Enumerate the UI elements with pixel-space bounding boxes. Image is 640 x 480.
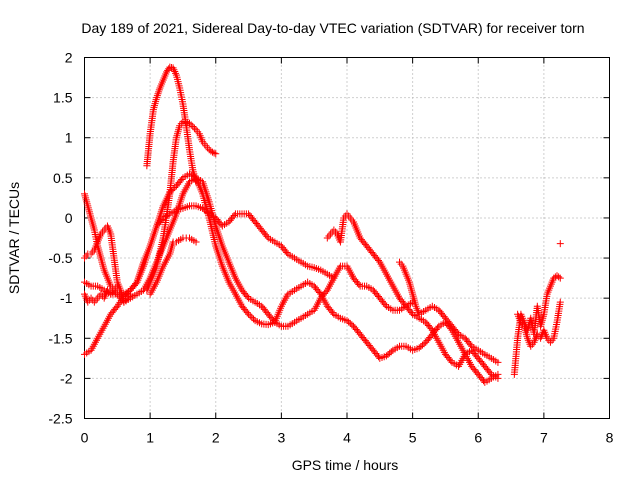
data-point — [248, 313, 256, 321]
data-point — [167, 187, 175, 195]
data-point — [171, 183, 179, 191]
data-point — [355, 281, 363, 289]
data-point — [190, 124, 198, 132]
data-point — [315, 289, 323, 297]
data-point — [466, 341, 474, 349]
data-point — [170, 66, 178, 74]
data-point — [263, 232, 271, 240]
data-point — [407, 309, 415, 317]
y-tick-label: -2.5 — [48, 411, 72, 427]
data-point — [420, 340, 428, 348]
data-point — [556, 274, 564, 282]
y-tick-labels: -2.5 -2 -1.5 -1 -0.5 0 0.5 1 1.5 2 — [48, 50, 72, 427]
data-point — [189, 122, 197, 130]
data-point — [348, 321, 356, 329]
data-point — [178, 175, 186, 183]
data-point — [387, 348, 395, 356]
y-axis-title: SDTVAR / TECUs — [6, 182, 22, 294]
x-tick-label: 2 — [212, 430, 220, 446]
x-tick-label: 0 — [81, 430, 89, 446]
data-point — [427, 325, 435, 333]
data-point — [187, 121, 195, 129]
data-point — [208, 148, 216, 156]
y-tick-label: 0 — [65, 210, 73, 226]
data-point — [113, 282, 121, 290]
x-tick-label: 6 — [474, 430, 482, 446]
data-point — [270, 317, 277, 325]
x-tick-label: 8 — [606, 430, 614, 446]
data-point — [381, 301, 389, 309]
x-tick-labels: 0 1 2 3 4 5 6 7 8 — [81, 430, 614, 446]
data-point — [112, 304, 120, 312]
data-point — [434, 324, 442, 332]
data-point — [249, 315, 257, 323]
data-point — [126, 290, 134, 298]
y-tick-label: -1 — [60, 290, 73, 306]
data-point — [169, 64, 177, 72]
x-tick-label: 3 — [277, 430, 285, 446]
data-point — [556, 298, 564, 306]
y-tick-label: -0.5 — [48, 250, 72, 266]
y-tick-label: 1 — [65, 130, 73, 146]
y-tick-label: 1.5 — [53, 90, 73, 106]
y-tick-label: 0.5 — [53, 170, 73, 186]
data-point — [212, 150, 220, 158]
axis-ticks — [84, 57, 610, 419]
data-markers — [81, 63, 564, 386]
data-point — [243, 309, 251, 317]
data-point — [494, 374, 502, 382]
data-point — [243, 293, 251, 301]
data-point — [192, 238, 200, 246]
data-point — [186, 119, 193, 127]
data-point — [555, 273, 563, 281]
data-point — [158, 216, 166, 224]
data-point — [329, 309, 337, 317]
data-point — [166, 188, 174, 196]
y-tick-label: -1.5 — [48, 330, 72, 346]
y-tick-label: 2 — [65, 50, 73, 66]
data-point — [230, 212, 238, 220]
data-point — [453, 329, 461, 337]
x-axis-title: GPS time / hours — [292, 457, 399, 473]
x-tick-label: 5 — [409, 430, 417, 446]
data-point — [486, 369, 494, 377]
data-point — [210, 149, 218, 157]
data-point — [447, 357, 455, 365]
x-tick-label: 1 — [146, 430, 154, 446]
data-point — [246, 312, 254, 320]
data-point — [283, 248, 291, 256]
x-tick-label: 7 — [540, 430, 548, 446]
chart-title: Day 189 of 2021, Sidereal Day-to-day VTE… — [81, 20, 584, 36]
y-tick-label: -2 — [60, 370, 73, 386]
data-point — [556, 240, 564, 248]
data-point — [169, 185, 177, 193]
data-point — [245, 310, 253, 318]
grid — [84, 57, 610, 419]
data-point — [322, 288, 330, 296]
data-point — [375, 256, 382, 264]
data-point — [171, 68, 179, 76]
data-point — [494, 358, 502, 366]
data-point — [132, 280, 140, 288]
x-tick-label: 4 — [343, 430, 351, 446]
data-point — [172, 69, 180, 77]
